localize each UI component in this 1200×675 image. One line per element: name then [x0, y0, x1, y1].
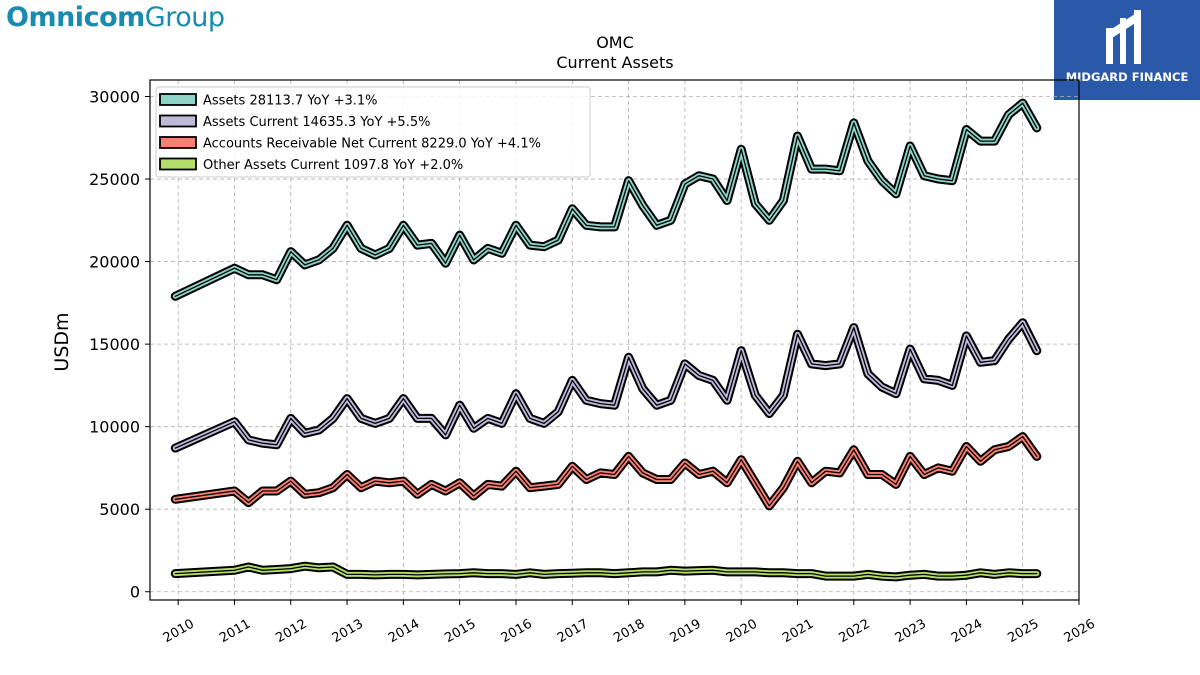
y-tick-label: 15000	[89, 335, 140, 354]
omnicom-group-logo: OmnicomGroup	[6, 2, 225, 33]
x-tick-label: 2019	[668, 617, 704, 647]
y-tick-label: 20000	[89, 253, 140, 272]
series-assets	[170, 98, 1042, 301]
x-tick-label: 2011	[217, 617, 253, 647]
y-axis-ticks: 0 5000 10000 15000 20000 25000 30000	[89, 88, 150, 602]
x-tick-label: 2017	[555, 617, 591, 647]
series-line-outline	[170, 318, 1042, 453]
y-tick-label: 30000	[89, 88, 140, 107]
series-other-assets-current	[170, 561, 1042, 582]
legend-box	[155, 86, 591, 178]
y-tick-label: 10000	[89, 418, 140, 437]
legend-label: Assets Current 14635.3 YoY +5.5%	[203, 115, 430, 130]
y-tick-label: 25000	[89, 170, 140, 189]
y-tick-label: 0	[130, 583, 140, 602]
x-tick-label: 2013	[330, 617, 366, 647]
midgard-emblem-icon	[1106, 10, 1141, 64]
x-axis-ticks: 2010 2011 2012 2013 2014 2015 2016 2017 2018 2019…	[161, 600, 1098, 646]
midgard-finance-logo: MIDGARD FINANCE	[1054, 0, 1200, 100]
legend-label: Other Assets Current 1097.8 YoY +2.0%	[203, 158, 463, 173]
legend-swatch	[159, 136, 197, 149]
x-tick-label: 2015	[442, 617, 478, 647]
x-tick-label: 2012	[273, 617, 309, 647]
legend: Assets 28113.7 YoY +3.1% Assets Current 1…	[155, 86, 591, 178]
x-tick-label: 2018	[611, 617, 647, 647]
x-tick-label: 2024	[949, 617, 985, 647]
series-line-core	[174, 565, 1038, 578]
x-tick-label: 2026	[1062, 617, 1098, 647]
series-accounts-receivable-net-current	[170, 432, 1042, 511]
x-tick-label: 2014	[386, 617, 422, 647]
y-axis-label: USDm	[51, 312, 73, 371]
series-assets-current	[170, 318, 1042, 453]
chart-title: OMC	[596, 33, 634, 52]
series-line-core	[174, 322, 1038, 449]
series-line-core	[174, 102, 1038, 297]
legend-swatch	[159, 93, 197, 106]
x-tick-label: 2016	[499, 617, 535, 647]
y-tick-label: 5000	[99, 500, 140, 519]
legend-swatch	[159, 157, 197, 171]
x-tick-label: 2025	[1005, 617, 1041, 647]
series-line-core	[174, 435, 1038, 507]
legend-label: Assets 28113.7 YoY +3.1%	[203, 94, 378, 109]
midgard-logo-text: MIDGARD FINANCE	[1065, 70, 1189, 84]
x-tick-label: 2021	[780, 617, 816, 647]
x-tick-label: 2010	[161, 617, 197, 647]
legend-swatch	[159, 114, 197, 128]
x-tick-label: 2020	[724, 617, 760, 647]
brand-bold: Omnicom	[6, 2, 145, 33]
series-lines	[170, 98, 1042, 582]
x-tick-label: 2022	[836, 617, 872, 647]
x-tick-label: 2023	[893, 617, 929, 647]
brand-light: Group	[144, 2, 225, 33]
plot-frame	[149, 79, 1080, 601]
legend-label: Accounts Receivable Net Current 8229.0 Y…	[203, 137, 541, 152]
chart-subtitle: Current Assets	[556, 53, 673, 72]
